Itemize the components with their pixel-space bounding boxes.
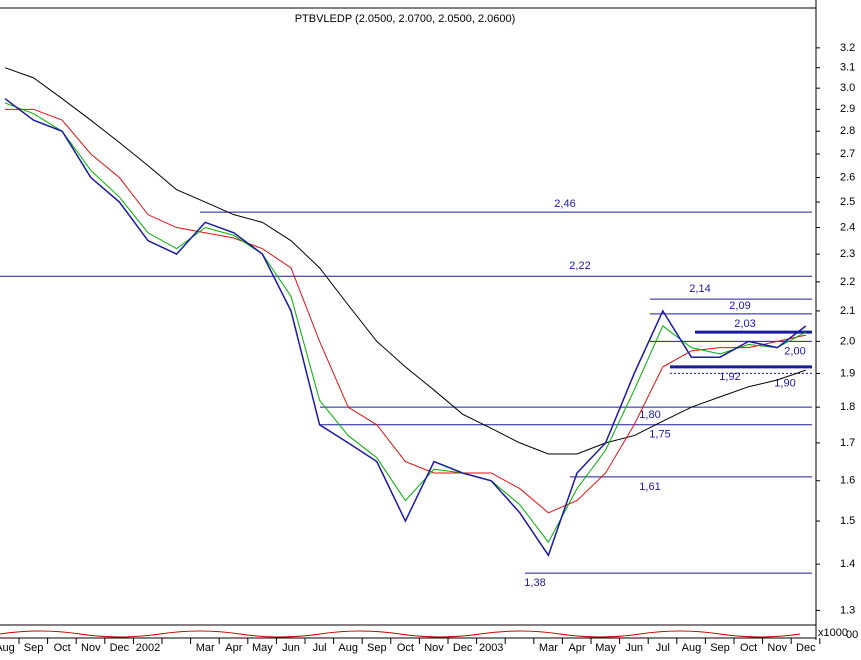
- y-tick-label: 2.3: [840, 248, 855, 260]
- y-tick-label: 2.0: [840, 335, 855, 347]
- y-tick-label: 2.4: [840, 221, 855, 233]
- x-tick-label: Sep: [710, 642, 730, 654]
- x-tick-label: Oct: [740, 642, 757, 654]
- y-tick-label: 3.0: [840, 82, 855, 94]
- level-label: 1,92: [719, 371, 740, 383]
- x-tick-label: Jul: [656, 642, 670, 654]
- x-tick-label: Oct: [54, 642, 71, 654]
- y-tick-label: 2.2: [840, 276, 855, 288]
- y-tick-label: 1.6: [840, 475, 855, 487]
- volume-indicator: [0, 630, 801, 638]
- x-tick-label: Dec: [110, 642, 130, 654]
- y-tick-label: 1.3: [840, 604, 855, 616]
- series-line: [4, 102, 807, 544]
- y-tick-label: 2.8: [840, 125, 855, 137]
- x-tick-label: Aug: [682, 642, 702, 654]
- x-tick-label: Jun: [625, 642, 643, 654]
- x-tick-label: Nov: [767, 642, 787, 654]
- x-tick-label: Sep: [24, 642, 44, 654]
- y-tick-label: 1.5: [840, 515, 855, 527]
- y-tick-label: 2.6: [840, 171, 855, 183]
- x-tick-label: 2003: [479, 642, 503, 654]
- x-tick-label: Dec: [796, 642, 816, 654]
- level-label: 1,61: [639, 481, 660, 493]
- x-tick-label: Jul: [313, 642, 327, 654]
- series-line: [4, 67, 806, 455]
- y-tick-label: 3.1: [840, 62, 855, 74]
- x-tick-label: Oct: [397, 642, 414, 654]
- level-label: 2,14: [689, 283, 710, 295]
- x-tick-label: Dec: [453, 642, 473, 654]
- x-tick-label: Aug: [0, 642, 15, 654]
- level-label: 2,46: [554, 198, 575, 210]
- y-tick-label: 1.4: [840, 558, 855, 570]
- x-tick-label: Nov: [81, 642, 101, 654]
- y-tick-label: 1.7: [840, 437, 855, 449]
- x-tick-label: May: [252, 642, 273, 654]
- series-line: [4, 98, 807, 557]
- x-tick-label: Mar: [196, 642, 215, 654]
- level-label: 2,09: [729, 300, 750, 312]
- x-tick-label: Apr: [568, 642, 585, 654]
- volume-tick: 00: [846, 629, 858, 641]
- x-tick-label: Mar: [539, 642, 558, 654]
- level-label: 2,03: [734, 318, 755, 330]
- y-tick-label: 1.9: [840, 367, 855, 379]
- level-label: 1,80: [639, 409, 660, 421]
- level-label: 1,38: [524, 577, 545, 589]
- x-tick-label: Apr: [225, 642, 242, 654]
- level-label: 2,00: [784, 345, 805, 357]
- x-tick-label: May: [595, 642, 616, 654]
- series-line: [5, 108, 806, 514]
- x-tick-label: 2002: [136, 642, 160, 654]
- x-tick-label: Nov: [424, 642, 444, 654]
- y-tick-label: 2.5: [840, 196, 855, 208]
- y-tick-label: 2.1: [840, 305, 855, 317]
- level-label: 1,75: [649, 429, 670, 441]
- volume-unit: x1000: [818, 627, 848, 639]
- x-tick-label: Aug: [338, 642, 358, 654]
- x-tick-label: Jun: [282, 642, 300, 654]
- level-label: 1,90: [774, 377, 795, 389]
- level-label: 2,22: [569, 260, 590, 272]
- y-tick-label: 2.7: [840, 148, 855, 160]
- y-tick-label: 1.8: [840, 401, 855, 413]
- x-tick-label: Sep: [367, 642, 387, 654]
- y-tick-label: 2.9: [840, 103, 855, 115]
- chart-title: PTBVLEDP (2.0500, 2.0700, 2.0500, 2.0600…: [295, 13, 516, 25]
- y-tick-label: 3.2: [840, 42, 855, 54]
